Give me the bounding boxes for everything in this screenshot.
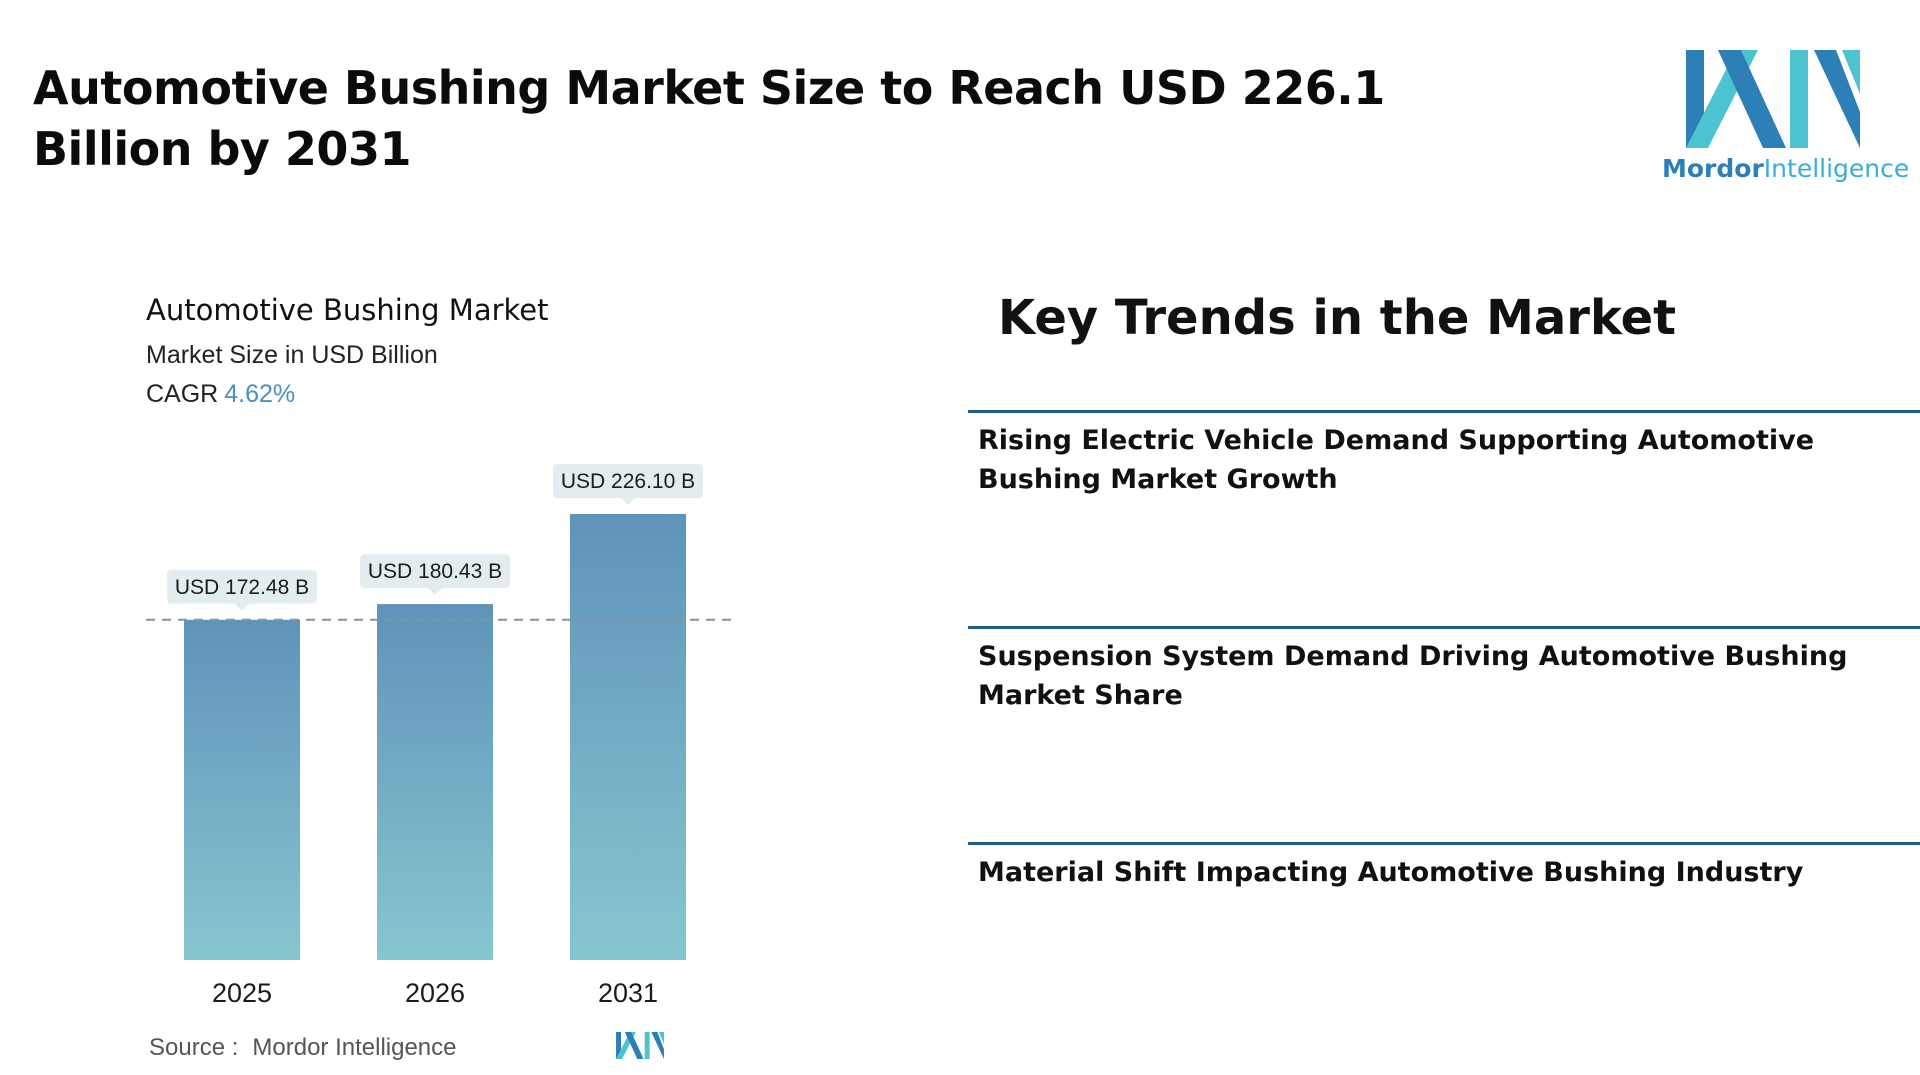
data-label-2031: USD 226.10 B [561, 470, 695, 493]
chart-subtitle: Market Size in USD Billion [146, 341, 438, 369]
trends-title: Key Trends in the Market [998, 290, 1677, 346]
data-label-2025: USD 172.48 B [175, 576, 309, 599]
bar-2026 [377, 604, 493, 960]
cagr-value: 4.62% [224, 380, 296, 408]
chart-title: Automotive Bushing Market [146, 293, 549, 327]
logo-word-intelligence: Intelligence [1763, 154, 1910, 183]
logo-word-mordor: Mordor [1662, 154, 1764, 183]
cagr-label: CAGR [146, 380, 219, 408]
trend-item-1: Rising Electric Vehicle Demand Supportin… [978, 425, 1815, 495]
trend-divider-1 [968, 410, 1920, 413]
bar-2031 [570, 514, 686, 960]
x-tick-2025: 2025 [212, 978, 272, 1008]
mordor-intelligence-logo: MordorIntelligence [1662, 50, 1909, 190]
small-logo-icon [616, 1032, 664, 1059]
source-line: Source : Mordor Intelligence [149, 1034, 457, 1062]
data-label-box-2026 [360, 554, 510, 596]
trend-item-3: Material Shift Impacting Automotive Bush… [978, 857, 1804, 888]
data-label-2026: USD 180.43 B [368, 560, 502, 583]
cagr-row: CAGR 4.62% [146, 380, 295, 409]
x-tick-2031: 2031 [598, 978, 658, 1008]
source-key: Source : [149, 1034, 239, 1061]
mordor-logo-icon [1686, 50, 1860, 148]
trend-divider-3 [968, 842, 1920, 845]
page-title: Automotive Bushing Market Size to Reach … [33, 61, 1385, 176]
data-label-box-2025 [167, 569, 317, 611]
bar-2025 [184, 619, 300, 960]
trend-item-2: Suspension System Demand Driving Automot… [978, 641, 1848, 711]
data-label-box-2031 [553, 464, 703, 505]
logo-wordmark: MordorIntelligence [1662, 154, 1909, 183]
trend-divider-2 [968, 626, 1920, 629]
bar-chart: USD 172.48 B 2025 USD 180.43 B 2026 USD 226.… [146, 464, 732, 1008]
source-value: Mordor Intelligence [252, 1034, 457, 1061]
x-tick-2026: 2026 [405, 978, 465, 1008]
